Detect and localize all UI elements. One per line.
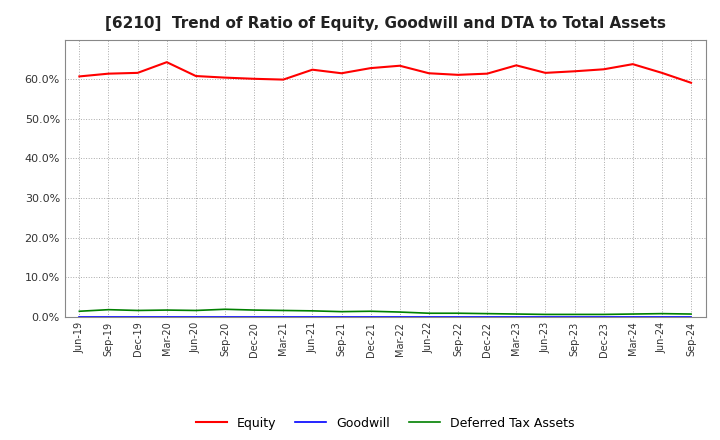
Line: Deferred Tax Assets: Deferred Tax Assets [79,309,691,315]
Goodwill [629,314,637,319]
Deferred Tax Assets [104,307,113,312]
Line: Equity: Equity [79,62,691,83]
Deferred Tax Assets [250,308,258,313]
Deferred Tax Assets [425,311,433,316]
Goodwill [483,314,492,319]
Equity [308,67,317,72]
Deferred Tax Assets [483,311,492,316]
Equity [279,77,287,82]
Goodwill [657,314,666,319]
Goodwill [395,314,404,319]
Equity [541,70,550,76]
Deferred Tax Assets [133,308,142,313]
Goodwill [133,314,142,319]
Deferred Tax Assets [75,308,84,314]
Deferred Tax Assets [163,308,171,313]
Deferred Tax Assets [366,308,375,314]
Deferred Tax Assets [395,309,404,315]
Equity [192,73,200,79]
Goodwill [104,314,113,319]
Equity [570,69,579,74]
Title: [6210]  Trend of Ratio of Equity, Goodwill and DTA to Total Assets: [6210] Trend of Ratio of Equity, Goodwil… [104,16,666,32]
Goodwill [337,314,346,319]
Goodwill [454,314,462,319]
Equity [163,59,171,65]
Deferred Tax Assets [629,312,637,317]
Goodwill [366,314,375,319]
Goodwill [599,314,608,319]
Equity [657,70,666,76]
Equity [483,71,492,76]
Equity [220,75,229,80]
Equity [395,63,404,68]
Deferred Tax Assets [308,308,317,313]
Deferred Tax Assets [337,309,346,314]
Equity [599,66,608,72]
Deferred Tax Assets [512,312,521,317]
Goodwill [541,314,550,319]
Goodwill [687,314,696,319]
Deferred Tax Assets [454,311,462,316]
Goodwill [425,314,433,319]
Goodwill [250,314,258,319]
Equity [366,66,375,71]
Goodwill [163,314,171,319]
Equity [75,74,84,79]
Deferred Tax Assets [570,312,579,317]
Equity [337,70,346,76]
Deferred Tax Assets [279,308,287,313]
Goodwill [220,314,229,319]
Deferred Tax Assets [687,312,696,317]
Equity [104,71,113,76]
Deferred Tax Assets [599,312,608,317]
Equity [512,62,521,68]
Equity [133,70,142,76]
Deferred Tax Assets [541,312,550,317]
Deferred Tax Assets [220,307,229,312]
Deferred Tax Assets [657,311,666,316]
Goodwill [512,314,521,319]
Deferred Tax Assets [192,308,200,313]
Equity [425,70,433,76]
Equity [250,76,258,81]
Equity [454,72,462,77]
Goodwill [192,314,200,319]
Equity [629,62,637,67]
Goodwill [279,314,287,319]
Goodwill [308,314,317,319]
Goodwill [75,314,84,319]
Legend: Equity, Goodwill, Deferred Tax Assets: Equity, Goodwill, Deferred Tax Assets [191,412,580,435]
Goodwill [570,314,579,319]
Equity [687,80,696,85]
